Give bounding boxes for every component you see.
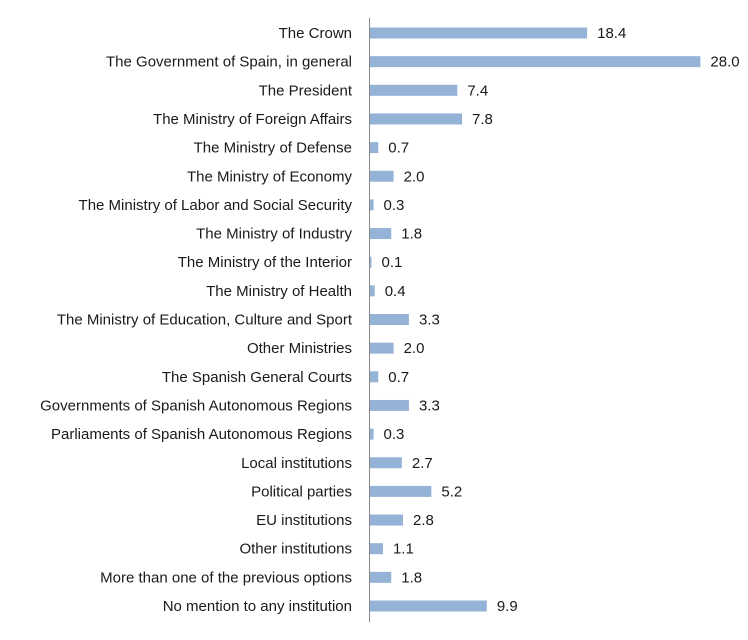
bar [370, 228, 392, 240]
bar [370, 56, 701, 68]
data-label: 5.2 [441, 483, 462, 500]
bar [370, 27, 588, 39]
category-label: The Ministry of Health [206, 283, 352, 300]
data-label: 0.4 [385, 283, 406, 300]
category-label: The Crown [279, 25, 352, 42]
category-label: The Ministry of the Interior [178, 254, 352, 271]
category-label: The President [259, 82, 353, 99]
bar [370, 457, 402, 469]
category-label: Governments of Spanish Autonomous Region… [40, 397, 352, 414]
category-label: The Ministry of Economy [187, 168, 353, 185]
data-label: 9.9 [497, 598, 518, 615]
category-label: The Ministry of Foreign Affairs [153, 111, 352, 128]
bars-group [370, 27, 701, 612]
bar [370, 428, 374, 440]
bar [370, 314, 409, 325]
category-label: Parliaments of Spanish Autonomous Region… [51, 426, 352, 443]
data-label: 2.8 [413, 512, 434, 529]
data-label: 18.4 [597, 25, 626, 42]
bar [370, 543, 383, 555]
value-labels: 18.4 28.0 7.4 7.8 0.7 2.0 0.3 1.8 0.1 0.4 3.3 2.0 0.… [382, 25, 740, 615]
data-label: 2.0 [404, 168, 425, 185]
category-label: Local institutions [241, 455, 352, 472]
category-label: The Ministry of Labor and Social Securit… [79, 197, 353, 214]
bar [370, 285, 375, 297]
data-label: 7.4 [467, 82, 488, 99]
category-label: The Ministry of Defense [194, 140, 352, 157]
bar [370, 399, 409, 411]
bar [370, 342, 394, 354]
data-label: 0.3 [384, 197, 405, 214]
data-label: 3.3 [419, 397, 440, 414]
category-label: More than one of the previous options [100, 569, 352, 586]
data-label: 0.1 [382, 254, 403, 271]
data-label: 3.3 [419, 312, 440, 329]
bar [370, 600, 487, 612]
category-label: EU institutions [256, 512, 352, 529]
category-label: The Government of Spain, in general [106, 54, 352, 71]
data-label: 28.0 [710, 54, 739, 71]
data-label: 1.8 [401, 569, 422, 586]
category-label: The Ministry of Industry [196, 226, 352, 243]
bar [370, 485, 432, 497]
bar [370, 113, 463, 125]
category-label: Other Ministries [247, 340, 352, 357]
bar [370, 571, 392, 583]
bar [370, 514, 404, 526]
bar [370, 371, 379, 383]
bar [370, 256, 372, 268]
data-label: 1.1 [393, 541, 414, 558]
bar [370, 142, 379, 154]
data-label: 0.3 [384, 426, 405, 443]
bar [370, 170, 394, 182]
data-label: 2.0 [404, 340, 425, 357]
category-label: The Ministry of Education, Culture and S… [57, 312, 353, 329]
category-label: Political parties [251, 483, 352, 500]
data-label: 2.7 [412, 455, 433, 472]
category-label: Other institutions [239, 541, 352, 558]
data-label: 7.8 [472, 111, 493, 128]
data-label: 0.7 [388, 140, 409, 157]
category-label: No mention to any institution [163, 598, 352, 615]
bar [370, 84, 458, 96]
data-label: 0.7 [388, 369, 409, 386]
bar [370, 199, 374, 211]
data-label: 1.8 [401, 226, 422, 243]
category-label: The Spanish General Courts [162, 369, 352, 386]
category-labels: The Crown The Government of Spain, in gen… [40, 25, 353, 615]
